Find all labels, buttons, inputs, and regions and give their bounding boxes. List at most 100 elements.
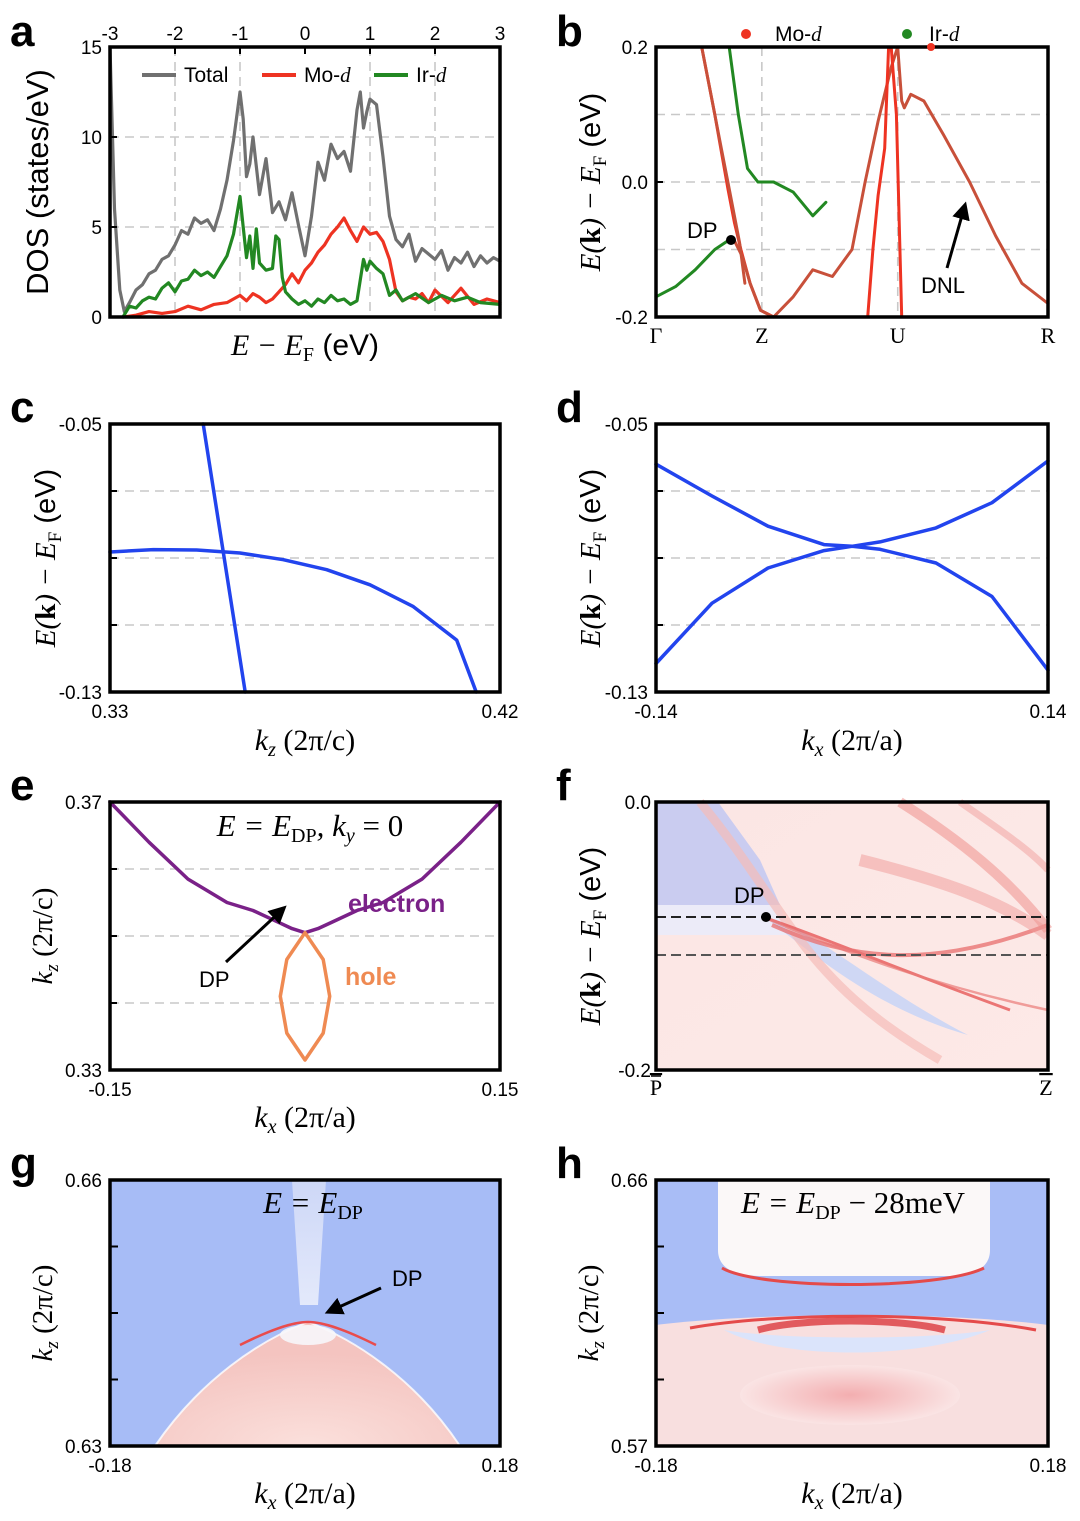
- panel-f-dp-label: DP: [734, 883, 765, 908]
- panel-h-ylabel: kz (2π/c): [573, 1265, 609, 1362]
- panel-h-pink-blob: [740, 1365, 960, 1425]
- panel-h-ytick-1: 0.66: [611, 1171, 648, 1192]
- panel-c-xtick-0: 0.33: [92, 702, 129, 723]
- panel-d-ytick-0: -0.13: [605, 683, 648, 704]
- panel-e: -0.15 0.15 0.33 0.37 E = EDP, ky = 0 electr…: [27, 793, 518, 1138]
- panel-e-electron-label: electron: [348, 890, 445, 918]
- panel-e-ytick-1: 0.37: [65, 793, 102, 814]
- panel-c-ytick-1: -0.05: [59, 415, 102, 436]
- panel-b-dnl-label: DNL: [921, 273, 965, 298]
- legend-ir-label: Ir-d: [416, 63, 447, 87]
- panel-a-ylabel: DOS (states/eV): [20, 69, 55, 295]
- panel-label-c: c: [10, 383, 34, 432]
- panel-d-ytick-1: -0.05: [605, 415, 648, 436]
- panel-b-series-band7: [866, 45, 891, 319]
- panel-a-series-total: [108, 45, 502, 314]
- panel-e-dp-label: DP: [199, 967, 230, 992]
- panel-d: -0.14 0.14 -0.13 -0.05 E(k) − EF (eV) kx (2…: [575, 415, 1067, 761]
- panel-a-xtick-5: 2: [430, 24, 441, 45]
- panel-f-xtick-z: Z: [1039, 1075, 1052, 1100]
- panel-b-xtick-3: R: [1041, 323, 1056, 348]
- panel-b-xtick-1: Z: [755, 323, 768, 348]
- legend-ir-label-b: Ir-d: [929, 22, 960, 46]
- panel-d-series-lower: [654, 544, 1050, 672]
- panel-a-series-ir-d: [121, 194, 502, 319]
- panel-a-ytick-1: 5: [91, 218, 102, 239]
- panel-c-ylabel: E(k) − EF (eV): [30, 469, 66, 648]
- panel-f-xtick-p: P: [650, 1075, 662, 1100]
- panel-b-series-band6: [889, 45, 904, 319]
- panel-h-white-pocket: [718, 1180, 990, 1276]
- panel-f-dp-dot: [761, 912, 771, 922]
- panel-f-ytick-top: 0.0: [625, 793, 651, 814]
- panel-b-ytick-2: 0.2: [622, 38, 648, 59]
- panel-f: DP 0.0 -0.2 P Z E(k) − EF (eV): [575, 793, 1053, 1100]
- legend-mo-label-b: Mo-d: [775, 22, 822, 46]
- panel-g-ytick-1: 0.66: [65, 1171, 102, 1192]
- panel-g-title: E = EDP: [262, 1185, 363, 1224]
- panel-h-xtick-1: 0.18: [1030, 1456, 1067, 1477]
- panel-b-mo-marker: [927, 43, 935, 51]
- panel-g: E = EDP DP -0.18 0.18 0.63 0.66 kz (2π/c) k…: [27, 1171, 518, 1514]
- panel-b-dp-dot: [726, 235, 736, 245]
- panel-h-lower-arc: [689, 1314, 1037, 1332]
- panel-a-xtick-1: -2: [167, 24, 184, 45]
- panel-d-xtick-1: 0.14: [1030, 702, 1067, 723]
- panel-d-xlabel: kx (2π/a): [801, 724, 903, 761]
- panel-b: Γ Z U R -0.2 0.0 0.2 Mo-d Ir-d DP DNL E(k) − E…: [575, 22, 1056, 348]
- panel-e-ylabel: kz (2π/c): [27, 888, 63, 985]
- panel-f-ytick-bottom: -0.2: [618, 1061, 651, 1082]
- panel-f-gap: [656, 905, 790, 935]
- legend-mo-dot: [741, 29, 751, 39]
- panel-label-b: b: [556, 7, 583, 56]
- panel-h-inner-arc: [757, 1317, 946, 1334]
- panel-b-series-band4: [732, 45, 1050, 319]
- panel-label-e: e: [10, 761, 34, 810]
- panel-a-xtick-4: 1: [365, 24, 376, 45]
- panel-c-series-linear: [201, 422, 247, 694]
- panel-b-ytick-1: 0.0: [622, 173, 648, 194]
- panel-d-series-upper: [654, 459, 1050, 549]
- panel-e-series-hole: [278, 930, 332, 1062]
- panel-d-ylabel: E(k) − EF (eV): [575, 469, 611, 648]
- legend-ir-dot: [902, 29, 912, 39]
- panel-f-surface-state-3: [769, 918, 1049, 1012]
- panel-a: -3 -2 -1 0 1 2 3 0 5 10 15 Total Mo-d Ir-d DOS (st…: [20, 24, 505, 366]
- panel-a-xtick-3: 0: [300, 24, 311, 45]
- panel-c-xtick-1: 0.42: [482, 702, 519, 723]
- panel-label-a: a: [10, 7, 35, 56]
- panel-label-h: h: [556, 1139, 583, 1188]
- panel-e-dp-arrow: [224, 905, 287, 964]
- panel-a-ytick-0: 0: [91, 308, 102, 329]
- panel-a-frame: [108, 45, 502, 319]
- legend-total-label: Total: [184, 64, 228, 87]
- panel-e-title: E = EDP, ky = 0: [216, 808, 404, 847]
- panel-g-ylabel: kz (2π/c): [27, 1265, 63, 1362]
- panel-a-legend: Total Mo-d Ir-d: [142, 63, 447, 87]
- panel-f-blue-wedge: [766, 918, 968, 1035]
- panel-e-xtick-1: 0.15: [482, 1080, 519, 1101]
- panel-f-surface-state-5: [897, 797, 1052, 934]
- panel-f-surface-state-2: [765, 916, 1011, 1012]
- panel-f-ylabel: E(k) − EF (eV): [575, 847, 611, 1026]
- panel-c-xlabel: kz (2π/c): [255, 724, 355, 761]
- panel-h-blue-lens: [724, 1330, 990, 1353]
- panel-g-node-glow: [280, 1325, 336, 1345]
- panel-f-surface-state-7: [858, 854, 1052, 940]
- panel-g-cone: [155, 1322, 460, 1446]
- panel-b-series-band2: [700, 45, 747, 285]
- panel-e-xlabel: kx (2π/a): [254, 1101, 356, 1138]
- panel-d-xtick-0: -0.14: [634, 702, 678, 723]
- panel-g-dp-label: DP: [392, 1266, 423, 1291]
- panel-label-g: g: [10, 1139, 37, 1188]
- panel-c: 0.33 0.42 -0.13 -0.05 E(k) − EF (eV) kz (2π…: [30, 415, 518, 761]
- panel-h-ytick-0: 0.57: [611, 1437, 648, 1458]
- panel-b-ytick-0: -0.2: [615, 308, 648, 329]
- panel-g-surface-arc: [239, 1320, 377, 1347]
- panel-h-upper-arc: [721, 1266, 985, 1286]
- panel-h-title: E = EDP − 28meV: [740, 1185, 966, 1224]
- panel-g-xtick-1: 0.18: [482, 1456, 519, 1477]
- panel-label-d: d: [556, 383, 583, 432]
- panel-b-legend: Mo-d Ir-d: [741, 22, 960, 46]
